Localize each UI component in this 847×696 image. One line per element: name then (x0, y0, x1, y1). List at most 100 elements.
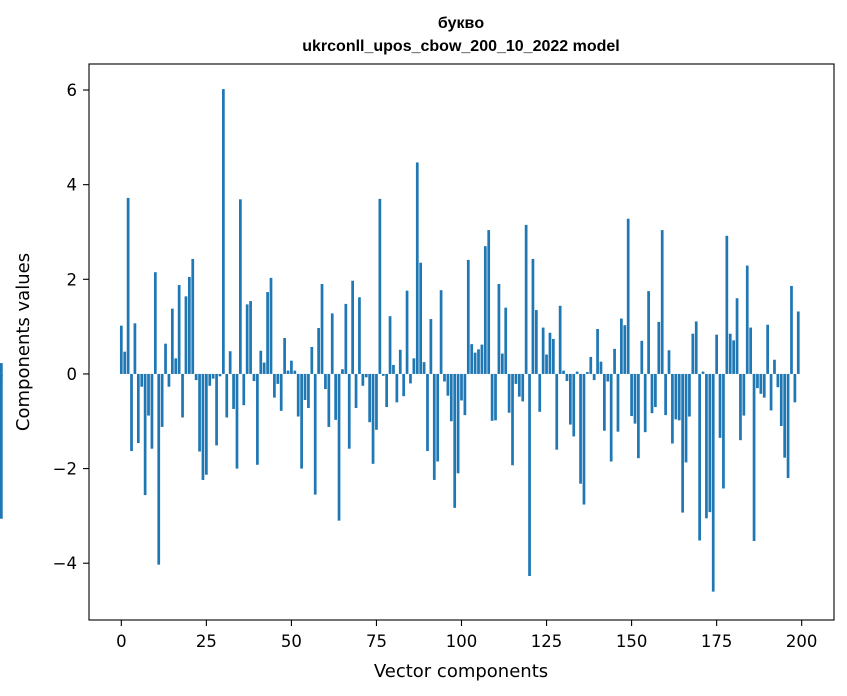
bar (211, 373, 215, 379)
bar (487, 230, 491, 374)
bar (266, 292, 269, 374)
bar (378, 198, 382, 374)
bar (718, 373, 722, 438)
bar (517, 373, 521, 397)
bar (483, 246, 487, 374)
bar (545, 354, 548, 374)
bar (752, 373, 756, 541)
bar (776, 373, 780, 388)
bar (446, 373, 450, 396)
bar (405, 290, 409, 374)
bar (725, 235, 729, 374)
y-tick-label: 6 (67, 81, 78, 100)
x-tick-label: 50 (281, 632, 302, 651)
bar (538, 373, 542, 412)
bar (426, 373, 429, 452)
bar (354, 373, 358, 409)
bar (181, 373, 184, 418)
bar (745, 265, 749, 374)
bar (579, 373, 582, 484)
bar (691, 333, 695, 374)
x-axis: 0 25 50 75 100 125 150 175 200 (116, 620, 817, 651)
bar (793, 373, 797, 403)
bar (460, 373, 463, 401)
bar (626, 218, 630, 374)
bar (160, 373, 164, 427)
bar (313, 373, 317, 495)
bar (732, 340, 736, 374)
bar (245, 304, 249, 374)
bar (392, 364, 395, 374)
bar (283, 337, 286, 374)
bar (565, 373, 569, 382)
bar (133, 323, 137, 374)
bar (470, 344, 474, 374)
bar (187, 276, 191, 374)
bar (307, 373, 310, 409)
bar (286, 370, 290, 374)
bar (603, 373, 606, 431)
bar (269, 277, 273, 374)
bar (327, 373, 331, 427)
y-tick-label: −4 (53, 554, 77, 573)
bar (569, 373, 572, 425)
bar (279, 373, 283, 411)
bar (290, 360, 293, 374)
bar (575, 371, 579, 374)
bar (225, 373, 229, 418)
bar (548, 332, 552, 374)
bar (739, 373, 742, 441)
bar (337, 373, 341, 521)
bar (228, 351, 232, 374)
bar (480, 344, 484, 374)
bar (232, 373, 235, 409)
bar (449, 373, 453, 422)
bar (334, 373, 337, 420)
bar (174, 358, 178, 374)
bar (262, 362, 266, 374)
bar (620, 318, 623, 374)
y-tick-label: −2 (53, 460, 77, 479)
bar (654, 373, 657, 408)
bar (364, 373, 368, 378)
bar (511, 373, 514, 466)
x-tick-label: 150 (616, 632, 648, 651)
bar (324, 373, 327, 390)
bar (443, 373, 446, 382)
bar (633, 373, 637, 424)
y-axis: −4 −2 0 2 4 6 (53, 81, 89, 573)
bar (514, 373, 518, 384)
bar (218, 373, 222, 377)
bar (796, 311, 800, 374)
bar (358, 297, 361, 374)
bar (456, 373, 460, 474)
bar (572, 373, 576, 437)
bar (310, 346, 314, 374)
bar (130, 373, 133, 452)
bar (385, 373, 389, 408)
bar (613, 348, 616, 374)
bar (490, 373, 494, 421)
bar (170, 308, 174, 374)
bar (341, 369, 344, 374)
bar (609, 373, 613, 462)
bar (361, 373, 365, 386)
bar (368, 373, 372, 423)
bar (640, 340, 644, 374)
bar (582, 373, 586, 505)
bar (769, 373, 773, 411)
bar (783, 373, 787, 458)
x-tick-label: 0 (116, 632, 127, 651)
bar (273, 373, 276, 398)
bar (194, 373, 198, 381)
bar (708, 373, 712, 513)
bar (429, 319, 433, 374)
bar (728, 333, 732, 374)
bar (201, 373, 205, 480)
bar (398, 349, 402, 374)
bar (599, 361, 603, 374)
bar-series (0, 89, 800, 592)
y-axis-label: Components values (13, 253, 34, 431)
